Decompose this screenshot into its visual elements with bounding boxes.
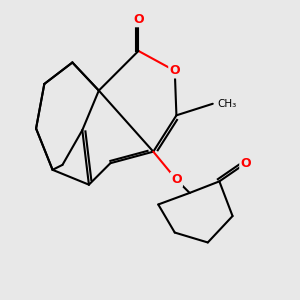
Text: O: O [241, 157, 251, 170]
Text: O: O [171, 173, 182, 186]
Text: O: O [133, 13, 144, 26]
Text: O: O [169, 64, 180, 77]
Text: CH₃: CH₃ [217, 99, 236, 109]
